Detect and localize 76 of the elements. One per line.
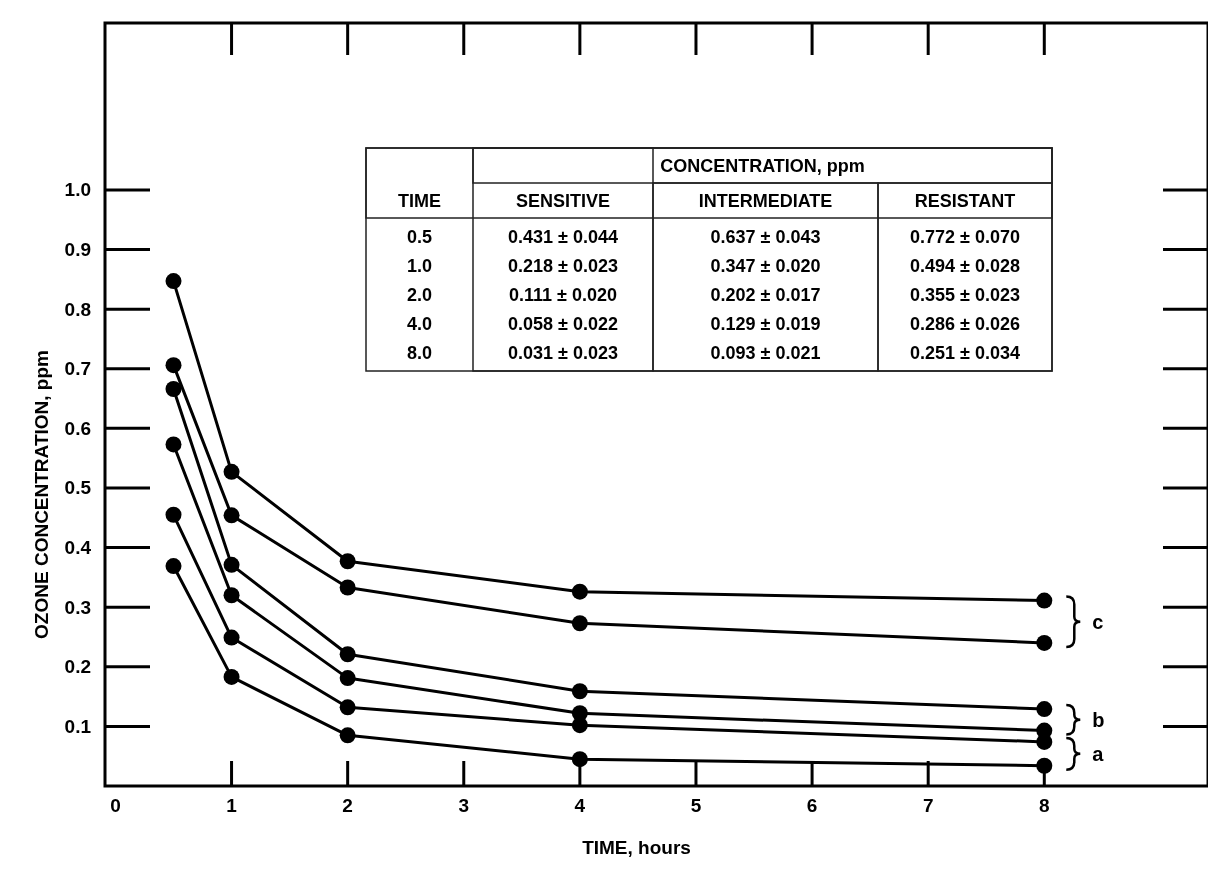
annotation: SENSITIVE [515,190,611,211]
annotation: 0.494 ± 0.028 [910,255,1020,276]
point [571,683,588,700]
annotation: 0.218 ± 0.023 [508,255,618,276]
y-tick-label: 0.4 [64,537,92,559]
annotation: 0.431 ± 0.044 [508,226,618,247]
point [339,699,356,716]
annotation: 0.772 ± 0.070 [910,226,1020,247]
annotation: RESISTANT [914,190,1016,211]
y-tick-label: 0.7 [64,358,91,380]
point [1036,757,1053,774]
point [571,615,588,632]
annotation: 0.093 ± 0.021 [710,342,821,363]
point [165,357,182,374]
x-tick-label: 5 [690,795,702,816]
point [223,507,240,524]
point [571,751,588,768]
annotation: 0.5 [406,226,433,247]
point [165,273,182,290]
point [571,583,588,600]
annotation: 0.347 ± 0.020 [710,255,821,276]
point [339,579,356,596]
x-tick-label: 3 [458,795,470,816]
annotation: 0.202 ± 0.017 [710,284,821,305]
x-tick-label: 1 [226,795,238,816]
annotation: 0.251 ± 0.034 [910,342,1020,363]
point [165,381,182,397]
annotation: 0.355 ± 0.023 [910,284,1020,305]
point [339,727,356,744]
point [223,668,240,685]
x-tick-label: 2 [342,795,353,816]
point [223,587,240,604]
annotation: 0.111 ± 0.020 [509,284,617,305]
point [165,436,182,453]
annotation: 0.058 ± 0.022 [508,313,618,334]
x-tick-label: 0 [110,795,121,816]
annotation: b [1092,708,1105,731]
point [165,506,182,523]
point [1036,592,1053,609]
point [165,558,182,575]
x-axis-title: TIME, hours [582,837,691,858]
annotation: 0.129 ± 0.019 [710,313,821,334]
y-tick-label: 0.5 [64,477,92,499]
annotation: 0.031 ± 0.023 [508,342,618,363]
annotation: 8.0 [406,342,433,363]
point [223,463,240,480]
annotation: TIME [398,190,441,211]
annotation: a [1092,742,1105,765]
point [339,646,356,663]
y-tick-label: 1.0 [64,179,91,201]
point [571,717,588,734]
y-tick-label: 0.1 [64,715,92,737]
annotation: 2.0 [406,284,433,305]
y-axis-title: OZONE CONCENTRATION, ppm [31,350,52,639]
annotation: 4.0 [406,313,433,334]
y-tick-label: 0.8 [64,298,91,320]
annotation: 1.0 [406,255,433,276]
y-tick-label: 0.2 [64,656,91,678]
annotation: c [1092,610,1104,633]
annotation: 0.286 ± 0.026 [910,313,1020,334]
x-tick-label: 7 [922,795,934,816]
annotation: INTERMEDIATE [698,190,833,211]
x-tick-label: 8 [1039,795,1050,816]
x-tick-label: 4 [574,795,586,816]
annotation: CONCENTRATION, ppm [660,155,865,176]
point [223,629,240,646]
point [339,553,356,570]
point [339,670,356,687]
x-tick-label: 6 [806,795,818,816]
y-tick-label: 0.3 [64,596,91,618]
y-tick-label: 0.6 [64,417,91,439]
point [1036,701,1053,718]
point [223,556,240,573]
point [1036,634,1053,651]
annotation: 0.637 ± 0.043 [710,226,821,247]
y-tick-label: 0.9 [64,239,91,261]
